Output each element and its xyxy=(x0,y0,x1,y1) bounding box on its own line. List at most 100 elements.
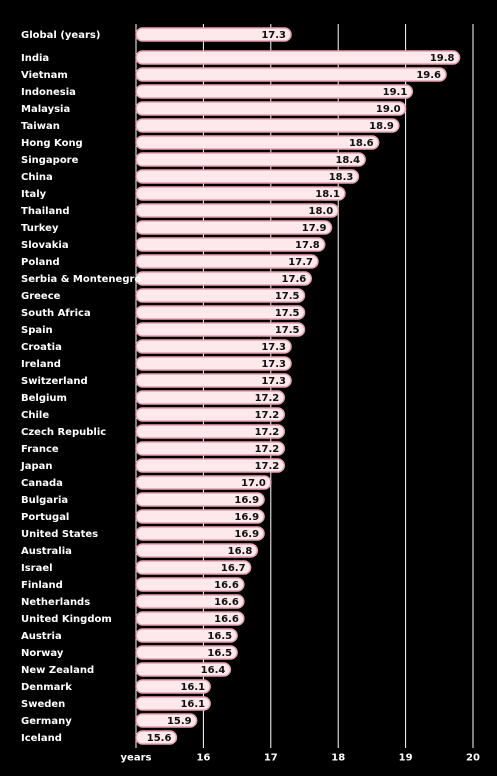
bar xyxy=(135,475,272,490)
bar xyxy=(135,390,286,405)
x-axis: years 16 17 18 19 20 xyxy=(121,753,480,764)
value-labels: 17.3 19.8 19.6 19.1 19.0 18.9 18.6 18.4 18.3 18.1… xyxy=(147,30,455,744)
bar xyxy=(135,679,211,694)
category-label: Australia xyxy=(21,546,72,557)
category-label: Finland xyxy=(21,580,63,591)
bar xyxy=(135,50,461,65)
bar-value-label: 17.0 xyxy=(241,478,266,489)
category-label: Italy xyxy=(21,189,47,200)
bar xyxy=(135,373,292,388)
bar-value-label: 17.2 xyxy=(255,444,280,455)
bar xyxy=(135,220,333,235)
category-label: United States xyxy=(21,529,98,540)
category-label: Switzerland xyxy=(21,376,88,387)
bar xyxy=(135,645,238,660)
bar-value-label: 16.9 xyxy=(234,495,259,506)
category-label: Singapore xyxy=(21,155,79,166)
category-label: Spain xyxy=(21,325,53,336)
bar-value-label: 18.6 xyxy=(349,138,374,149)
bar xyxy=(135,713,198,728)
bar xyxy=(135,730,178,745)
bar-value-label: 17.3 xyxy=(261,359,286,370)
bar-value-label: 15.6 xyxy=(147,733,172,744)
category-label: Taiwan xyxy=(21,121,60,132)
bar xyxy=(135,186,346,201)
bar xyxy=(135,288,306,303)
bar-value-label: 17.3 xyxy=(261,30,286,41)
bar-value-label: 17.3 xyxy=(261,376,286,387)
category-label: United Kingdom xyxy=(21,614,112,625)
bar-value-label: 16.6 xyxy=(214,597,239,608)
category-label: Greece xyxy=(21,291,61,302)
x-tick-label: 19 xyxy=(399,753,413,764)
bar-value-label: 19.8 xyxy=(430,53,455,64)
bar xyxy=(135,322,306,337)
bar-value-label: 17.9 xyxy=(302,223,327,234)
bar-value-label: 16.6 xyxy=(214,580,239,591)
category-label: Hong Kong xyxy=(21,138,83,149)
x-tick-label: 16 xyxy=(196,753,210,764)
bar-value-label: 19.0 xyxy=(376,104,401,115)
bar xyxy=(135,152,366,167)
category-label: Israel xyxy=(21,563,53,574)
bar-value-label: 15.9 xyxy=(167,716,192,727)
category-label: China xyxy=(21,172,53,183)
bar xyxy=(135,509,265,524)
bar xyxy=(135,237,326,252)
bar-value-label: 16.7 xyxy=(221,563,246,574)
category-label: India xyxy=(21,53,49,64)
bar xyxy=(135,271,312,286)
category-label: Netherlands xyxy=(21,597,90,608)
bar xyxy=(135,628,238,643)
bar xyxy=(135,135,380,150)
category-label: Denmark xyxy=(21,682,72,693)
bar-value-label: 18.1 xyxy=(315,189,340,200)
x-tick-label: 17 xyxy=(264,753,278,764)
category-label: Turkey xyxy=(21,223,59,234)
bar xyxy=(135,27,292,42)
bar xyxy=(135,594,245,609)
bar xyxy=(135,662,232,677)
bar xyxy=(135,254,319,269)
bar xyxy=(135,526,265,541)
bar xyxy=(135,67,447,82)
category-label: Germany xyxy=(21,716,72,727)
bar-value-label: 17.5 xyxy=(275,308,300,319)
bar xyxy=(135,492,265,507)
x-tick-label: 20 xyxy=(466,753,480,764)
category-label: Chile xyxy=(21,410,49,421)
bar xyxy=(135,356,292,371)
bar xyxy=(135,458,286,473)
bar xyxy=(135,543,259,558)
category-label: France xyxy=(21,444,59,455)
category-label: Indonesia xyxy=(21,87,76,98)
category-label: Malaysia xyxy=(21,104,70,115)
category-label: Ireland xyxy=(21,359,61,370)
bar xyxy=(135,441,286,456)
bar-value-label: 16.1 xyxy=(180,699,205,710)
category-label: Thailand xyxy=(21,206,70,217)
bar xyxy=(135,84,414,99)
category-label: Norway xyxy=(21,648,64,659)
category-label: Japan xyxy=(20,461,53,472)
category-labels: Global (years) India Vietnam Indonesia Malay… xyxy=(20,30,141,744)
bar xyxy=(135,169,360,184)
bar-value-label: 17.5 xyxy=(275,291,300,302)
bar-value-label: 16.9 xyxy=(234,529,259,540)
bar-value-label: 17.8 xyxy=(295,240,320,251)
bar-value-label: 17.3 xyxy=(261,342,286,353)
x-axis-label: years xyxy=(121,753,152,764)
bar-value-label: 18.3 xyxy=(329,172,354,183)
bar xyxy=(135,560,252,575)
bar-value-label: 17.6 xyxy=(282,274,307,285)
bar-value-label: 16.1 xyxy=(180,682,205,693)
bar xyxy=(135,611,245,626)
bar-value-label: 17.5 xyxy=(275,325,300,336)
category-label: Poland xyxy=(21,257,60,268)
bar-value-label: 19.1 xyxy=(383,87,408,98)
category-label: New Zealand xyxy=(21,665,94,676)
bar xyxy=(135,305,306,320)
bar-value-label: 18.0 xyxy=(309,206,334,217)
category-label: Czech Republic xyxy=(21,427,106,438)
bar xyxy=(135,577,245,592)
